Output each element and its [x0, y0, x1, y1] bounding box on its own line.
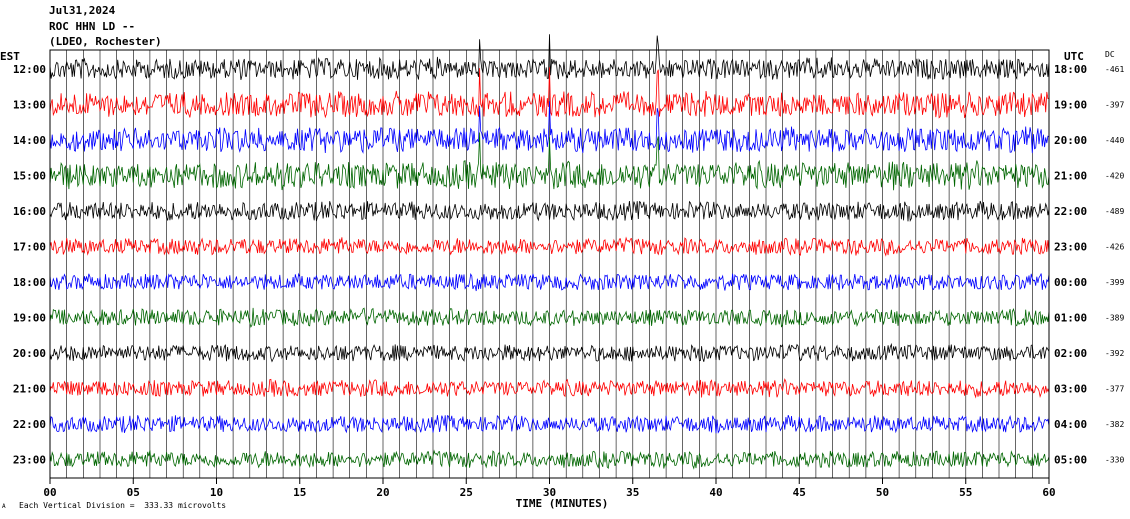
minute-gridlines	[66, 50, 1033, 478]
utc-time-label: 19:00	[1054, 99, 1087, 112]
utc-time-label: 23:00	[1054, 241, 1087, 254]
trace-row-6	[49, 236, 1050, 257]
utc-time-label: 02:00	[1054, 347, 1087, 360]
x-tick-label: 05	[127, 486, 140, 499]
chart-network: (LDEO, Rochester)	[49, 35, 162, 48]
trace-row-11	[49, 414, 1050, 434]
est-time-label: 23:00	[13, 454, 46, 467]
row-labels: 12:00 18:00 -461 13:00 19:00 -397 14:00 20:00 -4…	[13, 63, 1125, 467]
chart-date: Jul31,2024	[49, 4, 116, 17]
est-time-label: 14:00	[13, 134, 46, 147]
dc-offset-label: -377	[1105, 385, 1124, 394]
est-time-label: 12:00	[13, 63, 46, 76]
x-tick-label: 35	[626, 486, 639, 499]
x-tick-label: 00	[43, 486, 56, 499]
utc-time-label: 00:00	[1054, 276, 1087, 289]
trace-row-9	[49, 342, 1050, 363]
x-tick-label: 50	[876, 486, 889, 499]
trace-row-12	[49, 449, 1050, 470]
est-time-label: 16:00	[13, 205, 46, 218]
dc-offset-label: -389	[1105, 314, 1124, 323]
scale-note: Each Vertical Division = 333.33 microvol…	[19, 501, 227, 510]
utc-time-label: 01:00	[1054, 312, 1087, 325]
trace-row-3	[49, 101, 1050, 154]
x-tick-label: 45	[793, 486, 806, 499]
est-time-label: 17:00	[13, 241, 46, 254]
x-tick-label: 55	[959, 486, 972, 499]
est-time-label: 21:00	[13, 383, 46, 396]
dc-offset-label: -440	[1105, 136, 1124, 145]
x-tick-label: 30	[543, 486, 556, 499]
x-axis-label: TIME (MINUTES)	[516, 497, 609, 510]
utc-axis-label: UTC	[1064, 50, 1084, 63]
est-time-label: 22:00	[13, 418, 46, 431]
dc-offset-label: -392	[1105, 349, 1124, 358]
trace-row-10	[49, 378, 1050, 399]
x-axis-ticks: 00 05 10 15 20 25 30 35 40 45 50 55 60	[43, 478, 1056, 499]
x-tick-label: 40	[709, 486, 722, 499]
x-tick-label: 25	[460, 486, 473, 499]
dc-offset-label: -397	[1105, 101, 1124, 110]
est-time-label: 15:00	[13, 170, 46, 183]
dc-offset-label: -330	[1105, 456, 1124, 465]
trace-row-8	[49, 307, 1050, 328]
dc-offset-label: -461	[1105, 65, 1124, 74]
dc-offset-label: -399	[1105, 278, 1124, 287]
trace-row-4	[49, 132, 1050, 191]
x-tick-label: 60	[1042, 486, 1055, 499]
utc-time-label: 21:00	[1054, 170, 1087, 183]
trace-row-2	[49, 67, 1049, 119]
trace-row-5	[49, 200, 1050, 222]
seismic-traces	[49, 34, 1050, 470]
utc-time-label: 05:00	[1054, 454, 1087, 467]
dc-offset-label: -382	[1105, 420, 1124, 429]
est-time-label: 13:00	[13, 99, 46, 112]
x-tick-label: 15	[293, 486, 306, 499]
dc-offset-label: -426	[1105, 243, 1124, 252]
est-time-label: 19:00	[13, 312, 46, 325]
est-time-label: 18:00	[13, 276, 46, 289]
est-axis-label: EST	[0, 50, 20, 63]
dc-offset-label: -489	[1105, 207, 1124, 216]
dc-column-label: DC	[1105, 50, 1115, 59]
utc-time-label: 03:00	[1054, 383, 1087, 396]
trace-row-1	[49, 34, 1050, 80]
x-tick-label: 10	[210, 486, 223, 499]
utc-time-label: 22:00	[1054, 205, 1087, 218]
dc-offset-label: -420	[1105, 172, 1124, 181]
est-time-label: 20:00	[13, 347, 46, 360]
trace-row-7	[49, 272, 1050, 292]
utc-time-label: 04:00	[1054, 418, 1087, 431]
utc-time-label: 18:00	[1054, 63, 1087, 76]
x-tick-label: 20	[376, 486, 389, 499]
corner-mark: A	[2, 503, 6, 510]
chart-station: ROC HHN LD --	[49, 20, 136, 33]
utc-time-label: 20:00	[1054, 134, 1087, 147]
